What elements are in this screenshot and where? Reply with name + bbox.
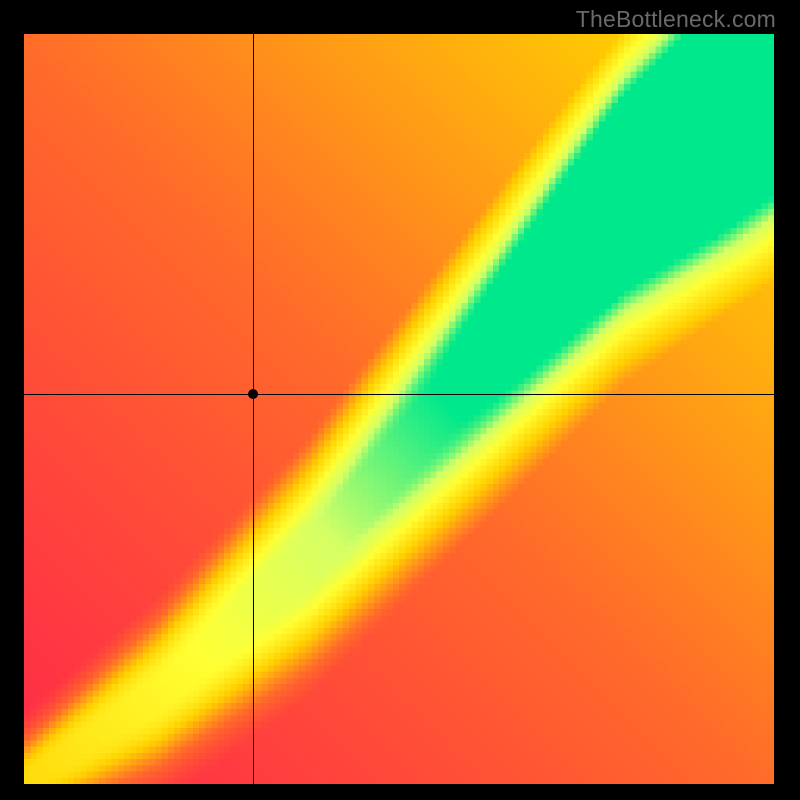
crosshair-vertical bbox=[253, 34, 254, 784]
crosshair-dot bbox=[248, 389, 258, 399]
crosshair-horizontal bbox=[24, 394, 774, 395]
watermark-text: TheBottleneck.com bbox=[576, 6, 776, 33]
heatmap-canvas bbox=[24, 34, 774, 784]
outer-frame: TheBottleneck.com bbox=[0, 0, 800, 800]
heatmap-plot bbox=[24, 34, 774, 784]
